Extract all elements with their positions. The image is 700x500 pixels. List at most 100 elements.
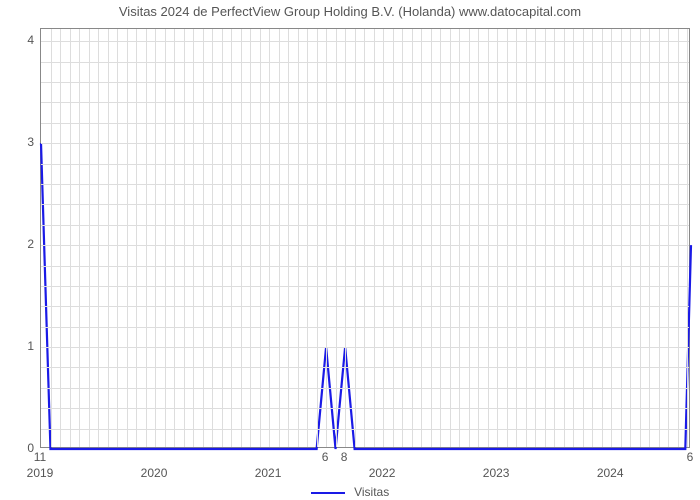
y-tick-label: 2 bbox=[18, 237, 34, 251]
gridline-vertical bbox=[98, 29, 99, 447]
gridline-horizontal bbox=[41, 204, 689, 205]
gridline-vertical bbox=[231, 29, 232, 447]
gridline-vertical bbox=[516, 29, 517, 447]
gridline-vertical bbox=[374, 29, 375, 447]
x-tick-label: 2024 bbox=[597, 466, 624, 480]
gridline-vertical bbox=[602, 29, 603, 447]
legend-label: Visitas bbox=[354, 485, 389, 499]
gridline-vertical bbox=[326, 29, 327, 447]
y-tick-label: 1 bbox=[18, 339, 34, 353]
gridline-vertical bbox=[687, 29, 688, 447]
gridline-vertical bbox=[659, 29, 660, 447]
legend-swatch bbox=[311, 492, 345, 494]
gridline-vertical bbox=[383, 29, 384, 447]
x-tick-label: 2021 bbox=[255, 466, 282, 480]
legend: Visitas bbox=[0, 485, 700, 499]
x-tick-label: 2022 bbox=[369, 466, 396, 480]
y-tick-label: 3 bbox=[18, 135, 34, 149]
gridline-vertical bbox=[79, 29, 80, 447]
gridline-vertical bbox=[155, 29, 156, 447]
gridline-vertical bbox=[108, 29, 109, 447]
gridline-vertical bbox=[497, 29, 498, 447]
y-tick-label: 0 bbox=[18, 441, 34, 455]
gridline-horizontal bbox=[41, 408, 689, 409]
gridline-vertical bbox=[241, 29, 242, 447]
gridline-vertical bbox=[554, 29, 555, 447]
gridline-vertical bbox=[649, 29, 650, 447]
gridline-horizontal bbox=[41, 429, 689, 430]
gridline-vertical bbox=[288, 29, 289, 447]
gridline-vertical bbox=[469, 29, 470, 447]
plot-area bbox=[40, 28, 690, 448]
gridline-horizontal bbox=[41, 62, 689, 63]
gridline-vertical bbox=[564, 29, 565, 447]
gridline-vertical bbox=[459, 29, 460, 447]
gridline-horizontal bbox=[41, 266, 689, 267]
gridline-vertical bbox=[630, 29, 631, 447]
gridline-vertical bbox=[583, 29, 584, 447]
gridline-horizontal bbox=[41, 347, 689, 348]
chart-container: { "chart": { "type": "line", "title": "V… bbox=[0, 0, 700, 500]
gridline-vertical bbox=[545, 29, 546, 447]
data-annotation: 6 bbox=[687, 450, 694, 464]
gridline-horizontal bbox=[41, 306, 689, 307]
gridline-vertical bbox=[412, 29, 413, 447]
gridline-horizontal bbox=[41, 327, 689, 328]
gridline-vertical bbox=[526, 29, 527, 447]
gridline-vertical bbox=[269, 29, 270, 447]
gridline-vertical bbox=[355, 29, 356, 447]
gridline-vertical bbox=[279, 29, 280, 447]
data-annotation: 6 bbox=[322, 450, 329, 464]
gridline-vertical bbox=[174, 29, 175, 447]
gridline-horizontal bbox=[41, 123, 689, 124]
gridline-vertical bbox=[507, 29, 508, 447]
gridline-horizontal bbox=[41, 286, 689, 287]
gridline-vertical bbox=[668, 29, 669, 447]
gridline-vertical bbox=[136, 29, 137, 447]
gridline-horizontal bbox=[41, 41, 689, 42]
gridline-vertical bbox=[402, 29, 403, 447]
gridline-vertical bbox=[640, 29, 641, 447]
gridline-vertical bbox=[260, 29, 261, 447]
gridline-vertical bbox=[621, 29, 622, 447]
gridline-vertical bbox=[117, 29, 118, 447]
gridline-vertical bbox=[678, 29, 679, 447]
gridline-vertical bbox=[165, 29, 166, 447]
y-tick-label: 4 bbox=[18, 33, 34, 47]
gridline-vertical bbox=[611, 29, 612, 447]
gridline-vertical bbox=[146, 29, 147, 447]
chart-title: Visitas 2024 de PerfectView Group Holdin… bbox=[0, 4, 700, 19]
gridline-vertical bbox=[203, 29, 204, 447]
gridline-vertical bbox=[488, 29, 489, 447]
gridline-vertical bbox=[364, 29, 365, 447]
gridline-vertical bbox=[70, 29, 71, 447]
gridline-vertical bbox=[573, 29, 574, 447]
gridline-vertical bbox=[345, 29, 346, 447]
gridline-vertical bbox=[535, 29, 536, 447]
gridline-vertical bbox=[250, 29, 251, 447]
gridline-vertical bbox=[478, 29, 479, 447]
gridline-horizontal bbox=[41, 225, 689, 226]
gridline-horizontal bbox=[41, 102, 689, 103]
x-tick-label: 2020 bbox=[141, 466, 168, 480]
gridline-horizontal bbox=[41, 245, 689, 246]
gridline-horizontal bbox=[41, 184, 689, 185]
gridline-vertical bbox=[421, 29, 422, 447]
gridline-horizontal bbox=[41, 82, 689, 83]
gridline-vertical bbox=[431, 29, 432, 447]
gridline-vertical bbox=[592, 29, 593, 447]
gridline-vertical bbox=[317, 29, 318, 447]
x-tick-label: 2019 bbox=[27, 466, 54, 480]
data-annotation: 11 bbox=[34, 450, 46, 464]
gridline-horizontal bbox=[41, 388, 689, 389]
x-tick-label: 2023 bbox=[483, 466, 510, 480]
gridline-vertical bbox=[307, 29, 308, 447]
gridline-vertical bbox=[450, 29, 451, 447]
gridline-vertical bbox=[336, 29, 337, 447]
gridline-vertical bbox=[51, 29, 52, 447]
gridline-vertical bbox=[222, 29, 223, 447]
gridline-vertical bbox=[89, 29, 90, 447]
gridline-vertical bbox=[193, 29, 194, 447]
gridline-vertical bbox=[127, 29, 128, 447]
gridline-vertical bbox=[440, 29, 441, 447]
